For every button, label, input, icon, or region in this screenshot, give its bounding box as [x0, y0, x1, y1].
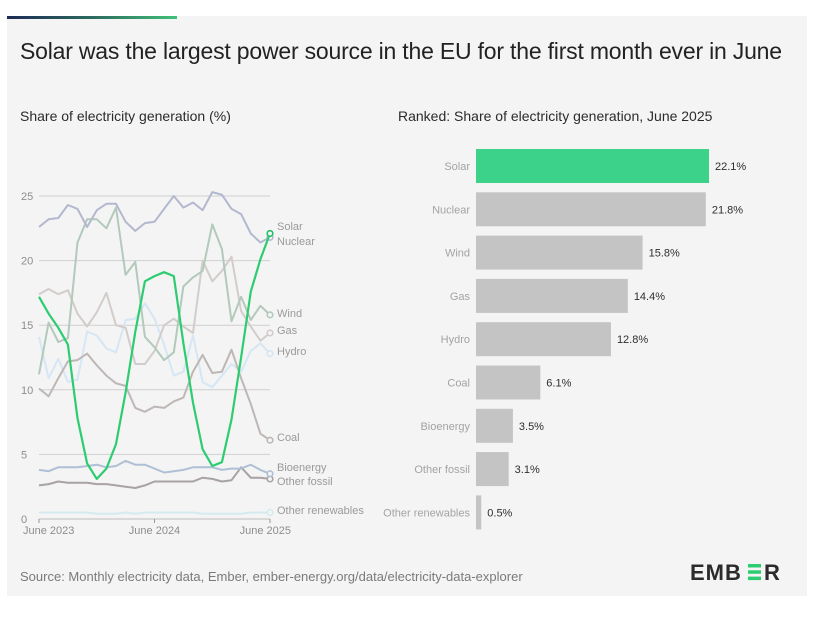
x-tick-label: June 2024 — [129, 525, 180, 537]
bar-value-label: 14.4% — [634, 291, 665, 303]
bar-category-label: Other fossil — [414, 464, 470, 476]
series-line-hydro — [38, 302, 271, 389]
series-label-solar: Solar — [277, 221, 303, 233]
y-tick-label: 5 — [21, 449, 27, 461]
end-point-coal — [266, 436, 274, 444]
series-line-other-fossil — [38, 466, 271, 489]
bar-hydro — [476, 322, 611, 357]
bar-bioenergy — [476, 408, 513, 443]
bar-category-label: Gas — [450, 291, 471, 303]
end-point-solar — [266, 229, 274, 238]
bar-value-label: 21.8% — [712, 204, 743, 216]
series-label-other-renewables: Other renewables — [277, 505, 364, 517]
logo-e-bars-icon — [748, 564, 761, 581]
bar-chart-title: Ranked: Share of electricity generation,… — [398, 108, 713, 124]
line-chart-title: Share of electricity generation (%) — [20, 108, 231, 124]
logo-text-left: EMB — [690, 560, 742, 584]
y-tick-label: 25 — [21, 191, 33, 203]
bar-category-label: Nuclear — [432, 204, 470, 216]
series-line-nuclear — [38, 191, 271, 244]
end-point-other-renewables — [266, 508, 274, 517]
bar-category-label: Other renewables — [383, 507, 470, 519]
bar-category-label: Bioenergy — [420, 421, 470, 433]
x-tick-label: June 2025 — [240, 525, 291, 537]
bar-value-label: 22.1% — [715, 161, 746, 173]
bar-value-label: 3.5% — [519, 421, 544, 433]
ember-logo: EMB R — [690, 560, 780, 584]
bar-value-label: 6.1% — [546, 378, 571, 390]
bar-value-label: 3.1% — [515, 464, 540, 476]
series-label-coal: Coal — [277, 432, 300, 444]
series-line-wind — [38, 206, 271, 375]
series-label-bioenergy: Bioenergy — [277, 462, 327, 474]
end-point-hydro — [266, 350, 274, 358]
page-title: Solar was the largest power source in th… — [20, 38, 782, 64]
source-note: Source: Monthly electricity data, Ember,… — [20, 569, 523, 584]
series-label-hydro: Hydro — [277, 346, 306, 358]
bar-other-renewables — [476, 495, 482, 530]
series-label-wind: Wind — [277, 308, 302, 320]
series-label-other-fossil: Other fossil — [277, 476, 333, 488]
series-line-bioenergy — [38, 459, 271, 475]
bar-value-label: 15.8% — [649, 248, 680, 260]
bar-category-label: Wind — [445, 248, 470, 260]
logo-text-right: R — [764, 560, 780, 584]
bar-category-label: Solar — [444, 161, 470, 173]
bar-category-label: Coal — [447, 378, 470, 390]
bar-category-label: Hydro — [441, 334, 470, 346]
y-tick-label: 10 — [21, 385, 33, 397]
end-point-gas — [266, 329, 274, 337]
end-point-wind — [266, 311, 274, 319]
bar-coal — [476, 365, 541, 400]
y-tick-label: 0 — [21, 514, 27, 526]
bar-other-fossil — [476, 452, 509, 487]
series-line-other-renewables — [39, 511, 270, 515]
end-point-bioenergy — [266, 470, 274, 478]
series-line-coal — [38, 348, 271, 442]
y-tick-label: 20 — [21, 256, 33, 268]
bar-value-label: 0.5% — [487, 507, 512, 519]
series-label-nuclear: Nuclear — [277, 236, 315, 248]
bar-wind — [476, 235, 643, 270]
series-line-solar — [38, 233, 272, 480]
bar-gas — [476, 278, 628, 313]
y-tick-label: 15 — [21, 320, 33, 332]
bar-solar — [476, 149, 709, 183]
x-tick-label: June 2023 — [23, 525, 74, 537]
series-line-gas — [38, 255, 271, 365]
bar-nuclear — [476, 192, 706, 227]
accent-bar — [7, 16, 177, 19]
series-label-gas: Gas — [277, 325, 298, 337]
bar-value-label: 12.8% — [617, 334, 648, 346]
